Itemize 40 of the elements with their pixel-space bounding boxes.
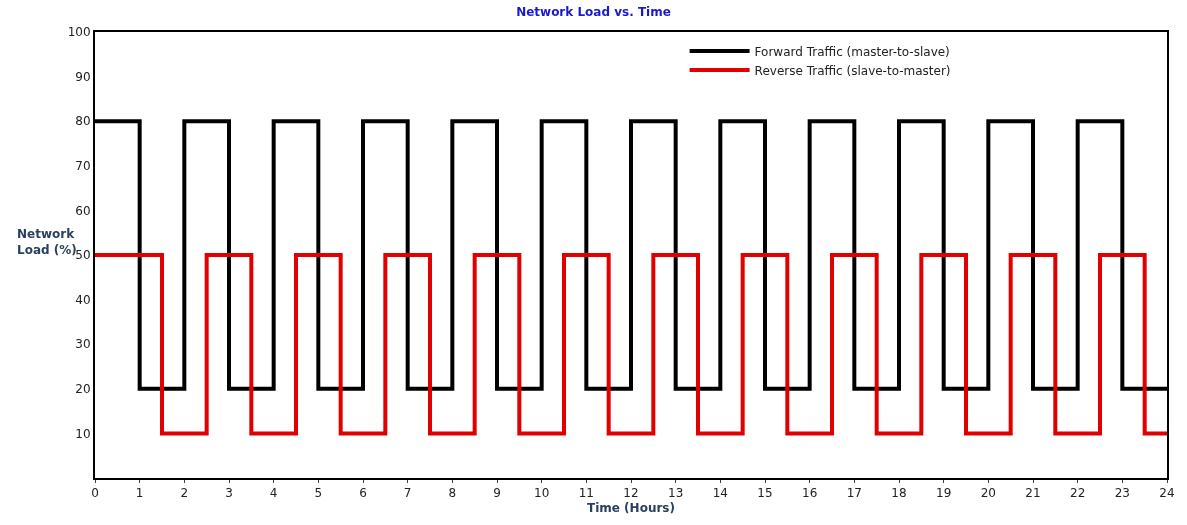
y-axis-title: Network Load (%) — [17, 227, 77, 257]
x-tick-label: 9 — [493, 486, 501, 501]
y-tick-label: 90 — [75, 69, 91, 84]
x-tick-label: 6 — [359, 486, 367, 501]
x-tick-label: 10 — [534, 486, 550, 501]
x-tick-label: 7 — [403, 486, 412, 501]
x-tick-label: 18 — [891, 486, 907, 501]
x-axis-title: Time (Hours) — [587, 500, 675, 515]
x-tick-label: 2 — [180, 486, 189, 501]
x-tick-label: 5 — [314, 486, 323, 501]
y-tick-label: 50 — [75, 248, 91, 263]
x-tick-label: 20 — [980, 486, 996, 501]
x-tick-label: 1 — [135, 486, 144, 501]
y-tick-label: 80 — [75, 114, 91, 129]
x-tick-label: 22 — [1070, 486, 1086, 501]
y-tick-label: 10 — [75, 426, 91, 441]
x-tick-label: 12 — [623, 486, 639, 501]
x-tick-label: 8 — [448, 486, 457, 501]
x-tick-label: 11 — [578, 486, 594, 501]
legend-label: Forward Traffic (master-to-slave) — [754, 44, 950, 59]
x-tick-label: 4 — [269, 486, 278, 501]
x-tick-label: 3 — [225, 486, 233, 501]
y-tick-label: 70 — [75, 159, 91, 173]
x-tick-label: 0 — [91, 486, 99, 501]
x-tick-label: 21 — [1025, 486, 1041, 501]
x-tick-label: 15 — [757, 486, 773, 501]
legend-label: Reverse Traffic (slave-to-master) — [754, 63, 951, 78]
x-tick-label: 13 — [668, 486, 684, 501]
y-tick-label: 20 — [75, 382, 91, 396]
y-tick-label: 30 — [75, 337, 91, 352]
y-tick-label: 100 — [67, 25, 91, 40]
y-tick-label: 60 — [75, 203, 91, 218]
chart-title: Network Load vs. Time — [516, 5, 671, 20]
x-tick-label: 19 — [936, 486, 952, 501]
x-tick-label: 24 — [1159, 486, 1175, 501]
x-tick-label: 17 — [846, 486, 862, 501]
x-tick-label: 23 — [1114, 486, 1130, 501]
y-tick-label: 40 — [75, 292, 91, 307]
x-tick-label: 16 — [802, 486, 818, 501]
x-tick-label: 14 — [712, 486, 728, 501]
